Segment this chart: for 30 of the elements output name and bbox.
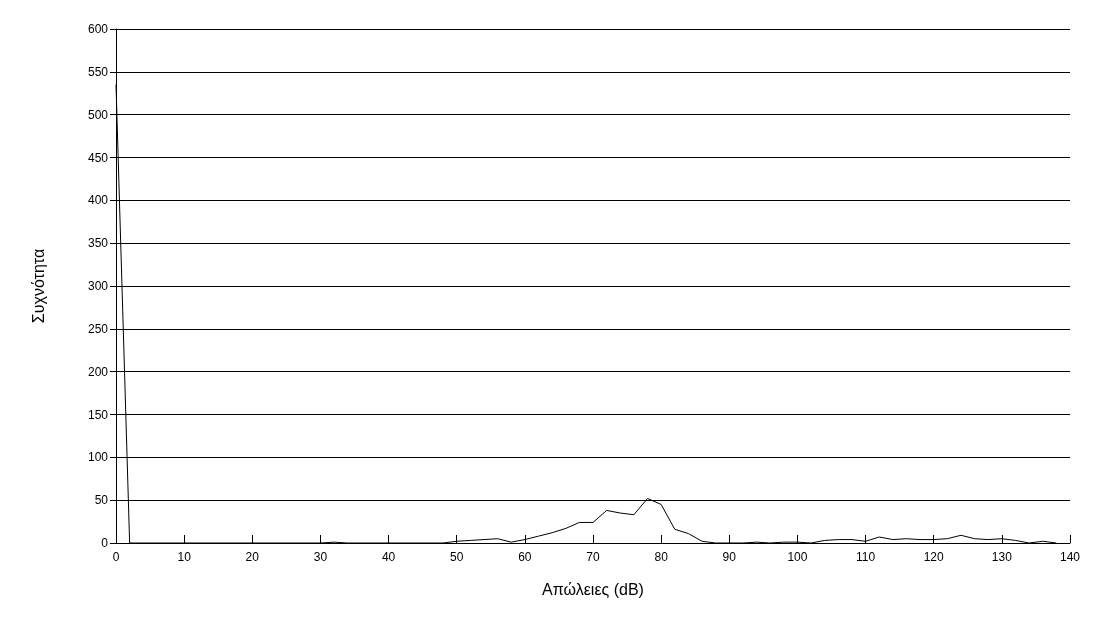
y-tick-label: 600 — [87, 22, 109, 36]
x-tick-label: 10 — [177, 550, 192, 564]
x-axis-title: Απώλειες (dB) — [542, 580, 644, 598]
x-tick-label: 110 — [856, 550, 876, 564]
y-tick-label: 50 — [94, 493, 109, 508]
x-tick-label: 30 — [313, 550, 328, 564]
x-tick-label: 140 — [1059, 550, 1081, 564]
x-tick-label: 40 — [381, 550, 396, 564]
x-tick-label: 70 — [586, 550, 600, 564]
x-tick-label: 100 — [787, 550, 808, 564]
y-tick-label: 450 — [87, 150, 109, 165]
x-tick-label: 0 — [112, 550, 120, 564]
y-tick-label: 550 — [87, 64, 109, 79]
x-tick-label: 90 — [722, 550, 737, 564]
y-tick-label: 250 — [87, 321, 109, 336]
y-tick-label: 0 — [101, 536, 109, 550]
x-tick-label: 80 — [654, 550, 669, 564]
y-tick-label: 150 — [87, 407, 109, 422]
y-tick-label: 200 — [87, 364, 109, 379]
y-axis-title: Συχνότητα — [29, 248, 47, 324]
y-tick-label: 350 — [87, 236, 109, 251]
y-tick-label: 500 — [87, 107, 109, 122]
y-tick-label: 100 — [87, 450, 109, 465]
x-tick-label: 60 — [518, 550, 532, 564]
y-tick-label: 300 — [87, 279, 109, 293]
x-tick-label: 50 — [450, 550, 464, 564]
x-tick-label: 130 — [991, 550, 1013, 564]
y-tick-label: 400 — [87, 193, 109, 208]
x-tick-label: 120 — [923, 550, 945, 564]
x-tick-label: 20 — [245, 550, 260, 564]
